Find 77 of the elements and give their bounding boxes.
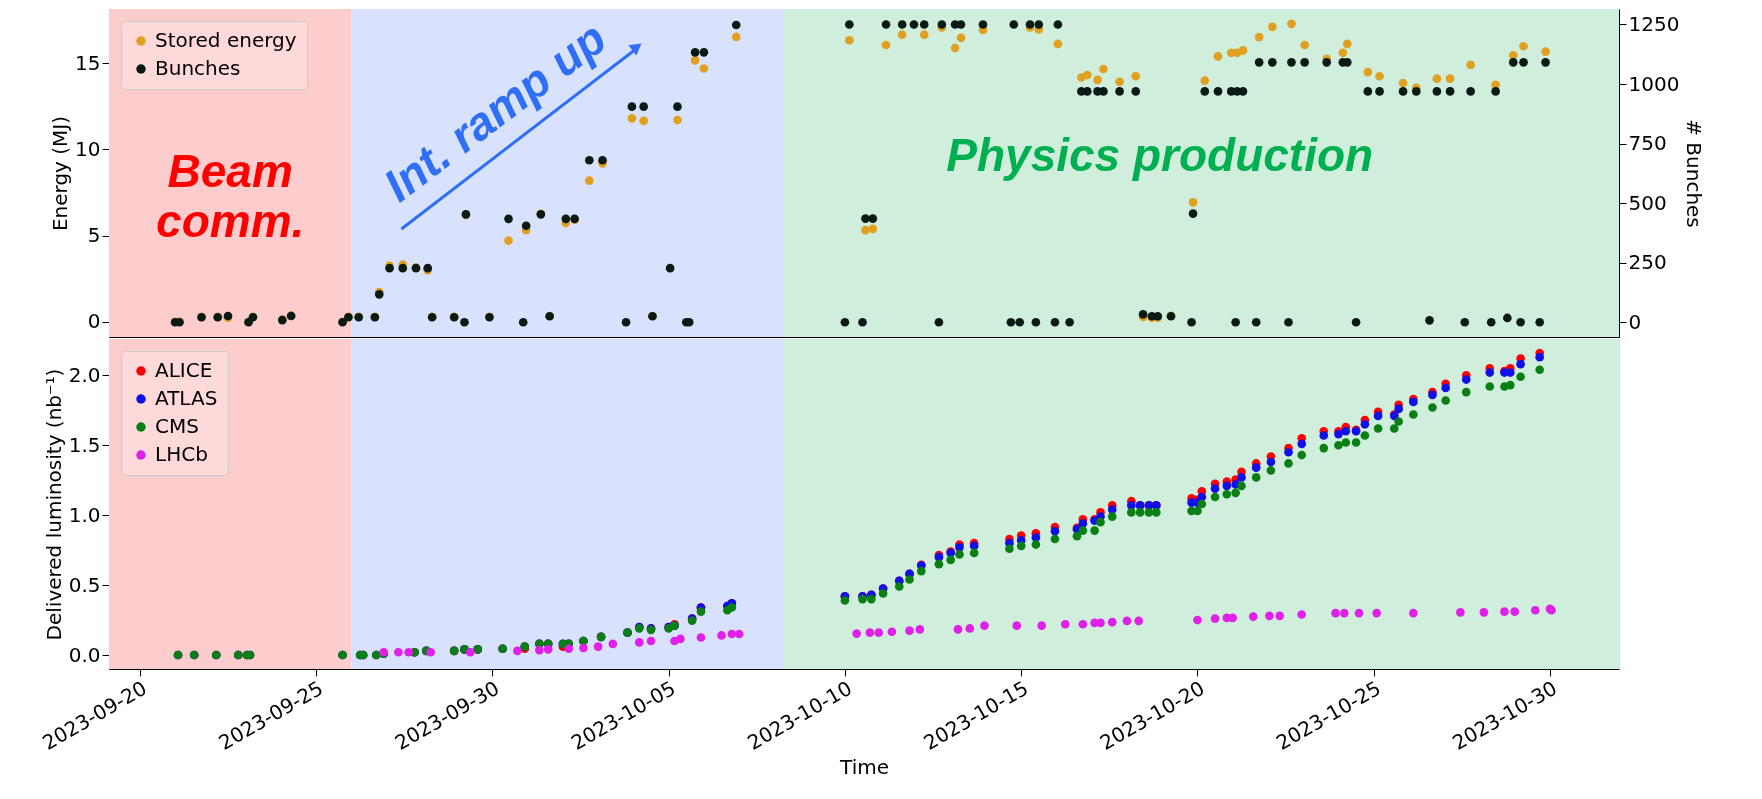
point: [1372, 608, 1381, 618]
point: [404, 647, 413, 657]
point: [608, 639, 618, 649]
point: [874, 628, 884, 637]
point: [852, 629, 861, 638]
legend-label: Bunches: [155, 56, 241, 80]
y-tick-label: 10: [75, 136, 101, 161]
y2-tick-label: 1250: [1628, 11, 1680, 36]
point: [1210, 614, 1220, 623]
y-tick-label: 0.0: [68, 642, 101, 667]
point: [634, 638, 644, 647]
point: [1354, 608, 1364, 618]
point: [394, 647, 403, 657]
y2-axis-title: # Bunches: [1682, 119, 1707, 228]
point: [1339, 608, 1349, 618]
point: [426, 647, 436, 657]
y-tick-label: 1.5: [68, 432, 101, 457]
y-tick-label: 5: [87, 223, 101, 248]
point: [696, 633, 706, 642]
point: [953, 625, 963, 634]
point: [535, 645, 544, 655]
point: [564, 644, 574, 654]
point: [1265, 611, 1274, 621]
point: [1510, 607, 1520, 616]
y-axis-title: Energy (MJ): [48, 115, 73, 232]
point: [1500, 607, 1509, 616]
legend-label: Stored energy: [155, 28, 297, 52]
point: [1037, 621, 1047, 630]
y2-tick-label: 0: [1628, 309, 1642, 334]
point: [1078, 619, 1088, 629]
y-axis-title: Delivered luminosity (nb⁻¹): [41, 368, 66, 641]
y-tick-label: 2.0: [68, 362, 101, 387]
point: [980, 621, 989, 630]
legend-label: ATLAS: [155, 386, 218, 410]
point: [865, 628, 875, 637]
point: [1107, 617, 1117, 627]
point: [1193, 615, 1202, 625]
x-axis-title: Time: [839, 754, 889, 779]
point: [1134, 616, 1144, 626]
point: [579, 643, 588, 653]
point: [1248, 612, 1258, 621]
y-tick-label: 0: [87, 309, 101, 334]
point: [1297, 610, 1307, 619]
point: [1060, 619, 1070, 629]
point: [593, 642, 603, 651]
y2-tick-label: 750: [1628, 131, 1667, 156]
band-label: Beam comm.: [156, 145, 305, 247]
point: [1479, 608, 1489, 617]
legend-label: CMS: [155, 414, 199, 438]
point: [905, 626, 914, 636]
point: [543, 645, 553, 654]
point: [1096, 618, 1105, 628]
y-tick-label: 0.5: [68, 572, 101, 597]
point: [1122, 616, 1132, 626]
point: [1456, 608, 1465, 617]
point: [1228, 613, 1238, 623]
point: [915, 625, 925, 634]
legend-label: LHCb: [155, 442, 208, 466]
point: [1409, 608, 1418, 618]
y2-tick-label: 500: [1628, 190, 1667, 215]
y2-tick-label: 1000: [1628, 71, 1680, 96]
point: [676, 634, 685, 644]
point: [734, 629, 744, 639]
point: [466, 647, 475, 657]
point: [513, 646, 522, 656]
point: [965, 624, 975, 633]
y2-tick-label: 250: [1628, 250, 1667, 275]
y-tick-label: 1.0: [68, 502, 101, 527]
legend-label: ALICE: [155, 358, 213, 382]
band-label: Physics production: [946, 129, 1374, 181]
point: [717, 631, 726, 640]
point: [1331, 608, 1340, 618]
y-tick-label: 15: [75, 50, 101, 75]
point: [1012, 621, 1022, 630]
point: [1275, 611, 1285, 621]
point: [887, 627, 897, 637]
point: [1530, 605, 1540, 615]
